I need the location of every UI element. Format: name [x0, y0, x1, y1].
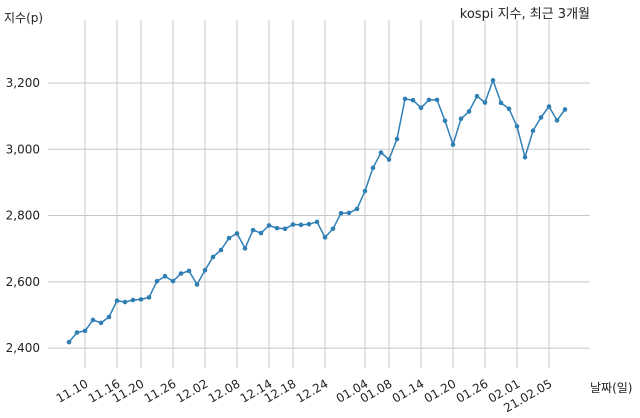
x-tick-label: 01.26	[454, 376, 491, 405]
data-point	[74, 330, 80, 335]
data-point	[98, 320, 104, 326]
data-point	[418, 105, 424, 111]
x-tick-label: 01.14	[390, 376, 427, 405]
data-point	[362, 188, 368, 194]
data-point	[242, 246, 248, 251]
x-tick-label: 12.24	[294, 376, 331, 405]
data-point	[226, 235, 232, 241]
data-point	[442, 118, 448, 124]
data-point	[554, 118, 560, 123]
data-point	[338, 210, 344, 216]
data-point	[354, 206, 360, 212]
x-tick-label: 01.20	[422, 376, 459, 405]
data-point	[546, 104, 552, 109]
data-point	[114, 298, 120, 304]
data-point	[250, 227, 256, 233]
data-point	[450, 142, 456, 147]
data-point	[122, 299, 128, 305]
data-point	[178, 271, 184, 276]
data-points-layer	[66, 78, 568, 345]
data-point	[218, 247, 224, 253]
data-point	[538, 115, 544, 120]
data-point	[530, 128, 536, 133]
data-point	[410, 97, 416, 103]
data-point	[330, 226, 336, 232]
data-point	[458, 116, 464, 122]
data-point	[290, 222, 296, 227]
chart-title: kospi 지수, 최근 3개월	[460, 7, 590, 22]
data-point	[234, 231, 240, 236]
data-point	[314, 219, 320, 225]
data-point	[106, 314, 112, 320]
data-point	[522, 154, 528, 160]
data-point	[170, 278, 176, 284]
data-point	[82, 328, 88, 334]
x-tick-label: 12.02	[174, 376, 211, 405]
data-point	[306, 221, 312, 227]
y-axis-title: 지수(p)	[4, 11, 43, 25]
data-point	[138, 297, 144, 302]
data-point	[514, 124, 520, 129]
data-point	[474, 93, 480, 99]
data-point	[298, 222, 304, 228]
x-tick-label: 12.08	[206, 376, 243, 405]
data-point	[394, 136, 400, 142]
data-point	[386, 157, 392, 162]
x-tick-labels: 11.1011.1611.2011.2612.0212.0812.1412.18…	[54, 376, 555, 415]
y-tick-label: 2,800	[6, 209, 40, 223]
y-tick-labels: 2,400 2,600 2,800 3,000 3,200	[6, 76, 40, 355]
data-point	[130, 297, 136, 303]
y-tick-label: 3,200	[6, 76, 40, 90]
grid-lines	[48, 20, 590, 368]
y-tick-label: 2,400	[6, 341, 40, 355]
data-point	[274, 225, 280, 231]
data-point	[378, 150, 384, 155]
y-tick-label: 2,600	[6, 275, 40, 289]
data-point	[202, 267, 208, 273]
data-point	[66, 339, 72, 345]
data-point	[194, 282, 200, 287]
data-point	[210, 254, 216, 260]
data-point	[186, 268, 192, 274]
series-line	[68, 79, 566, 343]
data-point	[402, 96, 408, 102]
data-point	[146, 295, 152, 300]
data-point	[154, 278, 160, 284]
data-point	[346, 210, 352, 216]
data-point	[322, 235, 328, 240]
data-point	[426, 97, 432, 103]
data-point	[282, 226, 288, 232]
data-point	[370, 165, 376, 171]
data-point	[162, 273, 168, 279]
data-point	[434, 97, 440, 103]
data-point	[258, 230, 264, 236]
series-line-layer	[68, 79, 566, 343]
data-point	[466, 109, 472, 114]
data-point	[506, 106, 512, 112]
data-point	[90, 317, 96, 323]
data-point	[490, 78, 496, 83]
x-tick-label: 11.26	[142, 376, 179, 405]
data-point	[266, 223, 272, 228]
x-axis-title: 날짜(일)	[590, 381, 632, 395]
data-point	[562, 107, 568, 112]
x-tick-label: 11.10	[54, 376, 91, 405]
data-point	[498, 100, 504, 106]
y-tick-label: 3,000	[6, 142, 40, 156]
data-point	[482, 100, 488, 105]
